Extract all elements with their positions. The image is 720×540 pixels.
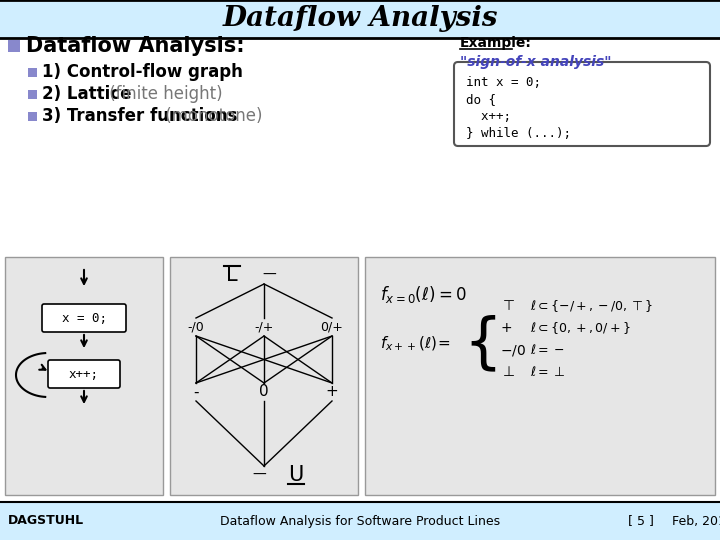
FancyBboxPatch shape <box>454 62 710 146</box>
Text: x = 0;: x = 0; <box>61 313 107 326</box>
FancyBboxPatch shape <box>28 90 37 99</box>
Text: $\top$: $\top$ <box>500 299 516 313</box>
Text: Dataflow Analysis: Dataflow Analysis <box>222 5 498 32</box>
Text: $\ell = -$: $\ell = -$ <box>530 343 564 357</box>
Text: 2) Lattice: 2) Lattice <box>42 85 132 103</box>
Text: $\ell \subset \{-/+,-/0,\top\}$: $\ell \subset \{-/+,-/0,\top\}$ <box>530 298 653 314</box>
Text: -/+: -/+ <box>254 321 274 334</box>
Text: —: — <box>252 468 266 482</box>
Text: [ 5 ]: [ 5 ] <box>628 515 654 528</box>
Text: Dataflow Analysis:: Dataflow Analysis: <box>26 36 245 56</box>
Text: Feb, 2013: Feb, 2013 <box>672 515 720 528</box>
Text: Example:: Example: <box>460 36 532 50</box>
Text: DAGSTUHL: DAGSTUHL <box>8 515 84 528</box>
Text: $\ell \subset \{0,+,0/+\}$: $\ell \subset \{0,+,0/+\}$ <box>530 320 631 336</box>
FancyBboxPatch shape <box>0 38 720 502</box>
FancyBboxPatch shape <box>0 502 720 540</box>
FancyBboxPatch shape <box>0 0 720 38</box>
FancyBboxPatch shape <box>170 257 358 495</box>
Text: do {: do { <box>466 93 496 106</box>
Text: 0/+: 0/+ <box>320 321 343 334</box>
Text: +: + <box>325 384 338 400</box>
Text: $+$: $+$ <box>500 321 512 335</box>
Text: $\{$: $\{$ <box>464 314 497 374</box>
Text: $-/0$: $-/0$ <box>500 342 526 357</box>
Text: Dataflow Analysis for Software Product Lines: Dataflow Analysis for Software Product L… <box>220 515 500 528</box>
Text: 1) Control-flow graph: 1) Control-flow graph <box>42 63 243 81</box>
Text: -/0: -/0 <box>188 321 204 334</box>
Text: (finite height): (finite height) <box>104 85 222 103</box>
Text: $f_{x=0}(\ell) = 0$: $f_{x=0}(\ell) = 0$ <box>380 284 467 305</box>
FancyBboxPatch shape <box>28 112 37 121</box>
Text: U: U <box>288 465 304 485</box>
Text: x++;: x++; <box>466 110 511 123</box>
Text: $\ell = \bot$: $\ell = \bot$ <box>530 365 565 379</box>
Text: } while (...);: } while (...); <box>466 127 571 140</box>
FancyBboxPatch shape <box>365 257 715 495</box>
Text: -: - <box>193 384 199 400</box>
Text: $\bot$: $\bot$ <box>500 365 516 379</box>
Text: (monotone): (monotone) <box>160 107 263 125</box>
FancyBboxPatch shape <box>42 304 126 332</box>
Text: 3) Transfer functions: 3) Transfer functions <box>42 107 238 125</box>
FancyBboxPatch shape <box>5 257 163 495</box>
Text: x++;: x++; <box>69 368 99 381</box>
FancyBboxPatch shape <box>28 68 37 77</box>
Text: "sign-of-x analysis": "sign-of-x analysis" <box>460 55 611 69</box>
Text: 0: 0 <box>259 384 269 400</box>
Text: $f_{x++}(\ell)\!=\!$: $f_{x++}(\ell)\!=\!$ <box>380 335 450 353</box>
FancyBboxPatch shape <box>48 360 120 388</box>
Text: —: — <box>262 268 276 282</box>
Text: L: L <box>226 265 238 285</box>
Text: int x = 0;: int x = 0; <box>466 76 541 89</box>
FancyBboxPatch shape <box>8 40 20 52</box>
